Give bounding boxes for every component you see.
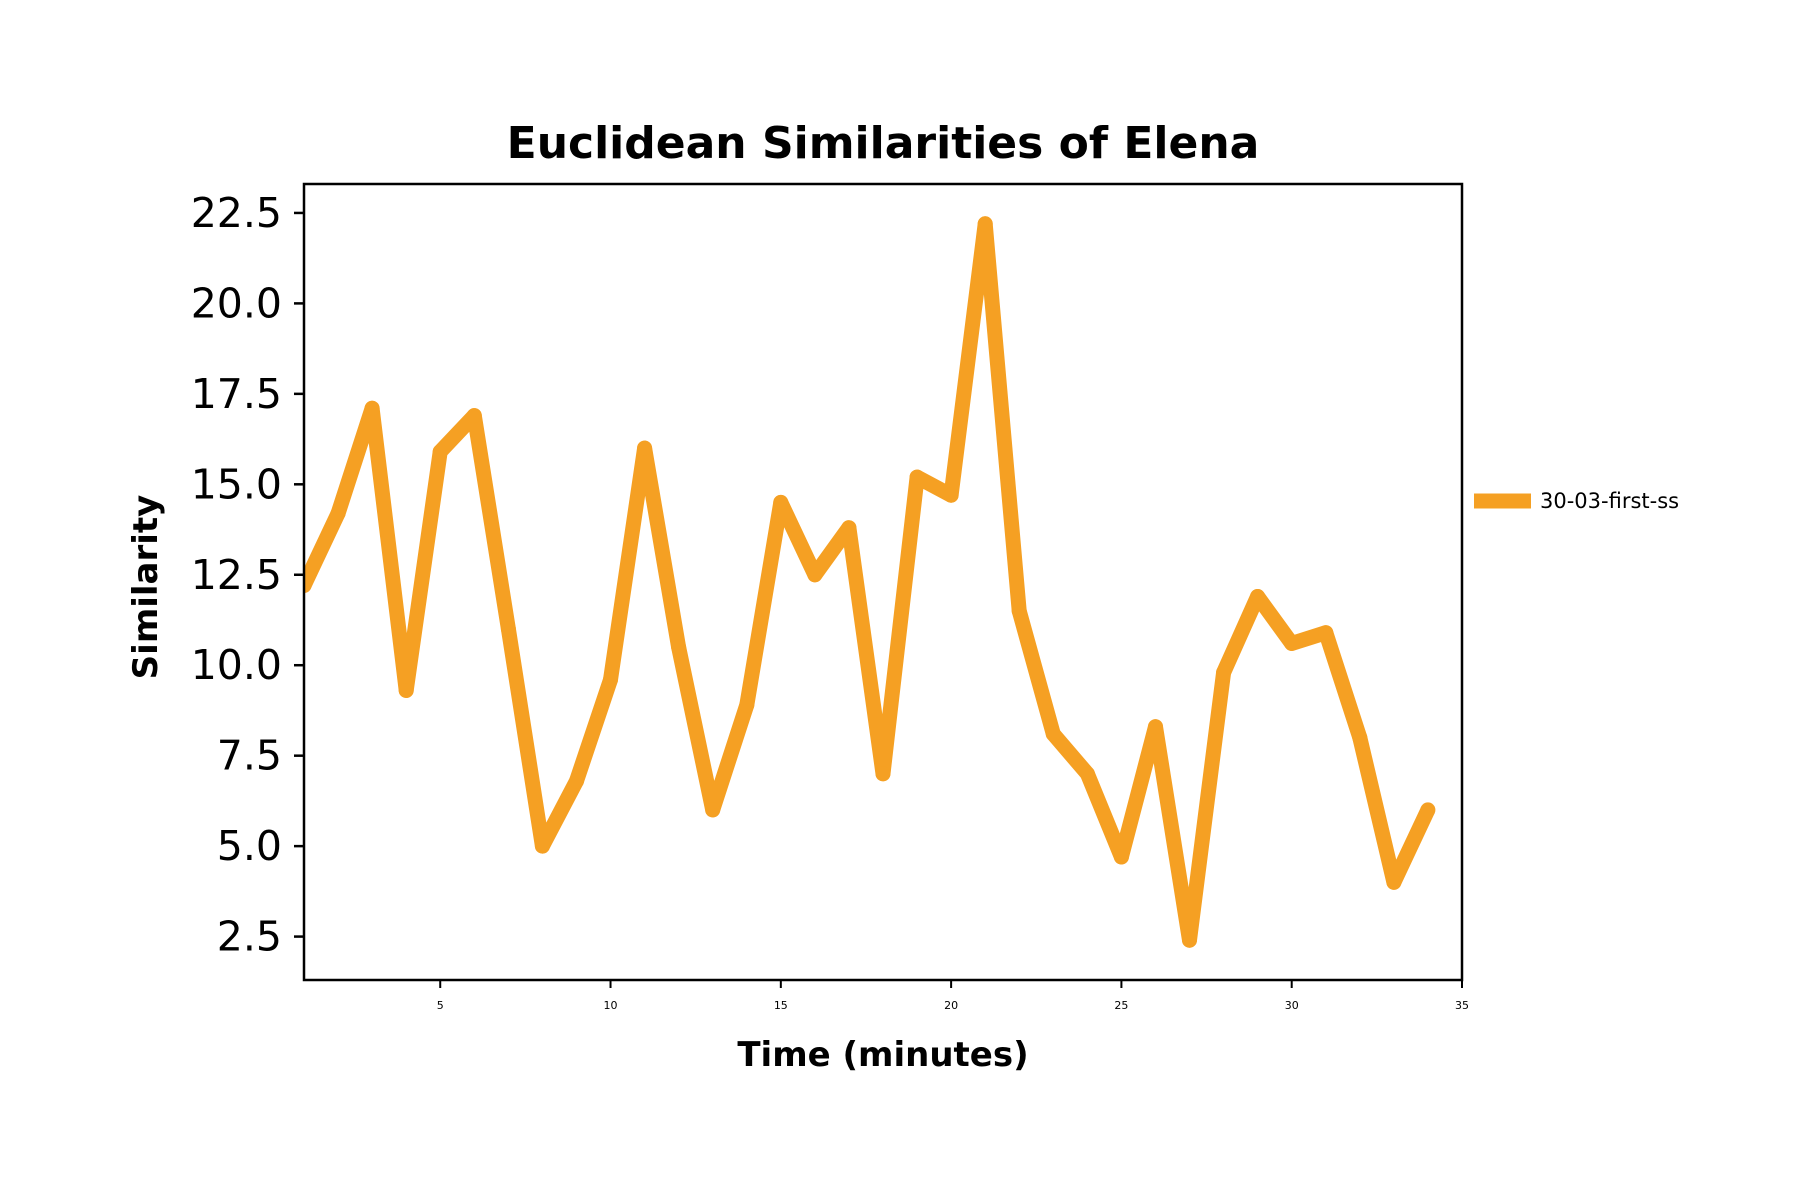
x-tick-label: 10 bbox=[604, 999, 618, 1012]
data-point bbox=[432, 444, 448, 460]
data-point bbox=[841, 520, 857, 536]
y-tick-label: 12.5 bbox=[191, 551, 282, 599]
plot-area: 2.5 5.0 7.5 10.0 12.5 15.0 17.5 20.0 22.5 5 10 15 20… bbox=[191, 182, 1469, 1012]
data-point bbox=[909, 469, 925, 485]
y-tick-label: 10.0 bbox=[191, 641, 282, 689]
series-line-0 bbox=[304, 216, 1435, 948]
plot-frame bbox=[302, 182, 1464, 982]
legend-label: 30-03-first-ss bbox=[1540, 489, 1679, 513]
data-point bbox=[364, 400, 380, 416]
x-tick-label: 25 bbox=[1114, 999, 1128, 1012]
data-point bbox=[1318, 625, 1334, 641]
data-point bbox=[569, 773, 584, 789]
chart-title: Euclidean Similarities of Elena bbox=[507, 118, 1260, 169]
y-tick-label: 7.5 bbox=[217, 732, 282, 780]
data-point bbox=[500, 621, 516, 637]
data-point bbox=[977, 216, 993, 232]
data-point bbox=[466, 408, 482, 424]
legend: 30-03-first-ss bbox=[1474, 489, 1679, 513]
x-tick-label: 35 bbox=[1455, 999, 1469, 1012]
x-axis-label: Time (minutes) bbox=[737, 1035, 1028, 1075]
data-point bbox=[773, 494, 789, 510]
data-point bbox=[807, 567, 823, 583]
data-point bbox=[1352, 730, 1368, 746]
data-point bbox=[1250, 589, 1266, 604]
data-point bbox=[1420, 802, 1436, 818]
data-point bbox=[943, 487, 959, 503]
data-point bbox=[637, 440, 653, 456]
data-point bbox=[1182, 932, 1197, 948]
y-tick-label: 17.5 bbox=[191, 370, 282, 418]
data-point bbox=[1284, 636, 1300, 651]
y-axis-label: Similarity bbox=[126, 495, 166, 680]
data-point bbox=[1216, 665, 1232, 680]
y-tick-label: 20.0 bbox=[191, 279, 282, 327]
data-point bbox=[739, 697, 755, 713]
data-point bbox=[398, 683, 414, 698]
x-tick-label: 5 bbox=[437, 999, 444, 1012]
data-point bbox=[1113, 849, 1129, 865]
data-point bbox=[1045, 726, 1061, 742]
data-point bbox=[534, 838, 550, 854]
y-tick-label: 15.0 bbox=[191, 460, 282, 508]
data-point bbox=[1148, 719, 1163, 735]
data-point bbox=[304, 578, 312, 594]
y-tick-label: 2.5 bbox=[217, 913, 282, 961]
y-tick-label: 5.0 bbox=[217, 822, 282, 870]
data-point bbox=[1079, 766, 1095, 782]
data-point bbox=[1386, 874, 1402, 890]
y-tick-label: 22.5 bbox=[191, 189, 282, 237]
data-point bbox=[705, 802, 721, 818]
x-tick-label: 20 bbox=[944, 999, 958, 1012]
x-tick-label: 15 bbox=[774, 999, 788, 1012]
data-point bbox=[671, 639, 687, 655]
data-point bbox=[1011, 603, 1027, 619]
data-point bbox=[603, 672, 618, 688]
data-point bbox=[875, 766, 891, 782]
x-tick-label: 30 bbox=[1285, 999, 1299, 1012]
data-point bbox=[330, 505, 346, 521]
